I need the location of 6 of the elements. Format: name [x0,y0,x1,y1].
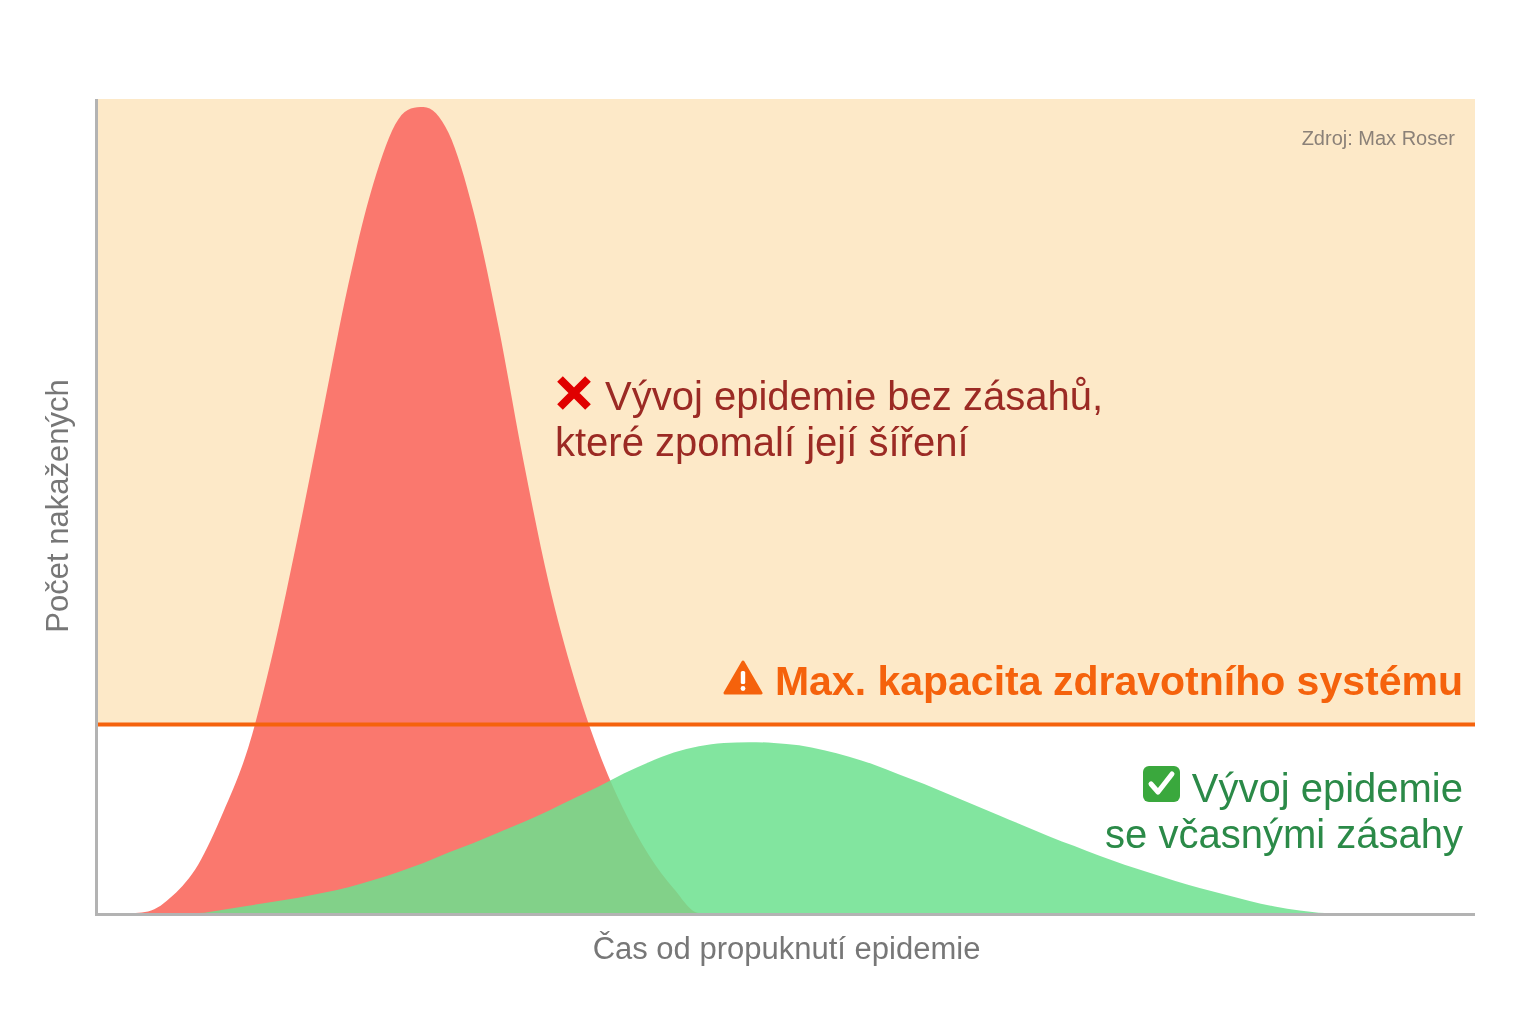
series-label: Vývoj epidemie se včasnými zásahy [1105,766,1463,856]
legend-label: Max. kapacita zdravotního systému [774,658,1463,705]
y-axis-title: Počet nakažených [40,379,75,633]
x-axis-title: Čas od propuknutí epidemie [592,931,981,966]
annotation: Zdroj: Max Roser [1301,127,1456,149]
series-label: Vývoj epidemie bez zásahů, které zpomalí její šíření [555,374,1104,464]
